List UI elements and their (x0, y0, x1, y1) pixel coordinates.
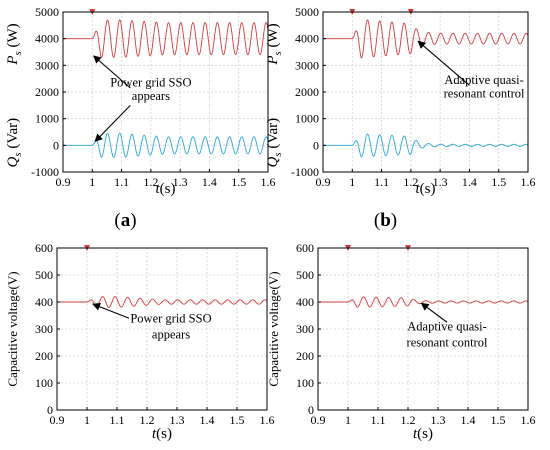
chart-panel-0: 0.9 1 1.1 1.2 1.3 1.4 1.5 1.6 -1000 0 1000 2000 3000… (31, 5, 276, 189)
x-tick-label: 1 (89, 175, 95, 189)
x-tick-label: 1.4 (461, 413, 476, 427)
annotation-text: resonant control (407, 336, 488, 350)
x-tick-label: 1.5 (491, 413, 506, 427)
x-tick-label: 1.2 (401, 413, 416, 427)
x-tick-label: 1.3 (173, 175, 188, 189)
y-tick-label: 600 (35, 241, 53, 255)
annotation-text: appears (132, 89, 170, 103)
annotation-arrow (94, 104, 131, 143)
x-tick-label: 1.6 (521, 175, 536, 189)
chart-panel-2: 0.9 1 1.1 1.2 1.3 1.4 1.5 1.6 0 100 200 300 400 500 60… (35, 241, 275, 427)
x-tick-label: 1.3 (170, 413, 185, 427)
y-tick-label: 5000 (295, 5, 319, 19)
y-axis-label-ps: Ps (W) (265, 23, 284, 65)
y-tick-label: 200 (35, 349, 53, 363)
y-tick-label: 500 (35, 268, 53, 282)
series-line-1 (63, 132, 269, 158)
annotation-arrow (92, 302, 130, 319)
x-tick-label: 1.1 (110, 413, 125, 427)
y-tick-label: 200 (296, 349, 314, 363)
x-tick-label: 1.6 (521, 413, 536, 427)
y-tick-label: 1000 (295, 112, 319, 126)
y-tick-label: 0 (308, 403, 314, 417)
y-tick-label: 1000 (35, 112, 59, 126)
x-tick-label: 1 (84, 413, 90, 427)
x-tick-label: 1.1 (374, 175, 389, 189)
y-tick-label: 0 (313, 138, 319, 152)
y-tick-label: 100 (35, 376, 53, 390)
series-line-0 (318, 296, 529, 308)
annotation-text: Power grid SSO (130, 311, 211, 325)
series-line-0 (57, 296, 268, 308)
y-tick-label: 2000 (295, 85, 319, 99)
annotation-arrow (420, 302, 448, 323)
annotation-text: Adaptive quasi- (444, 73, 524, 87)
x-tick-label: 0.9 (311, 413, 326, 427)
annotation-arrow (92, 55, 131, 89)
x-tick-label: 0.9 (50, 413, 65, 427)
y-tick-label: 4000 (295, 32, 319, 46)
y-tick-label: -1000 (31, 165, 59, 179)
x-tick-label: 1.5 (230, 413, 245, 427)
series-line-1 (323, 133, 529, 158)
x-tick-label: 1.2 (140, 413, 155, 427)
y-tick-label: 500 (296, 268, 314, 282)
y-tick-label: -1000 (291, 165, 319, 179)
y-tick-label: 300 (296, 322, 314, 336)
x-tick-label: 1.2 (403, 175, 418, 189)
x-tick-label: 1.4 (462, 175, 477, 189)
y-tick-label: 2000 (35, 85, 59, 99)
y-axis-label: Capacitive voltage(V) (266, 271, 281, 386)
x-tick-label: 1.5 (231, 175, 246, 189)
y-axis-label-qs: Qs (Var) (5, 118, 24, 168)
x-axis-label: t(s) (156, 181, 176, 197)
y-tick-label: 3000 (295, 58, 319, 72)
panel-label: (b) (374, 210, 397, 231)
panel-label: (a) (114, 210, 136, 231)
annotation-text: resonant control (444, 86, 525, 100)
series-line-0 (63, 19, 269, 58)
chart-panel-1: 0.9 1 1.1 1.2 1.3 1.4 1.5 1.6 -1000 0 1000 2000 3000… (291, 5, 536, 189)
series-line-0 (323, 19, 529, 59)
x-tick-label: 1.4 (202, 175, 217, 189)
annotation-text: appears (152, 327, 190, 341)
y-tick-label: 4000 (35, 32, 59, 46)
x-tick-label: 1.5 (491, 175, 506, 189)
x-tick-label: 1.4 (200, 413, 215, 427)
annotation-text: Power grid SSO (110, 76, 191, 90)
chart-panel-3: 0.9 1 1.1 1.2 1.3 1.4 1.5 1.6 0 100 200 300 400 500 60… (296, 241, 536, 427)
y-axis-label-qs: Qs (Var) (265, 118, 284, 168)
annotation-text: Adaptive quasi- (407, 319, 487, 333)
x-axis-label: t(s) (416, 181, 436, 197)
y-tick-label: 3000 (35, 58, 59, 72)
x-axis-label: t(s) (413, 426, 433, 442)
y-tick-label: 0 (47, 403, 53, 417)
y-tick-label: 600 (296, 241, 314, 255)
x-axis-label: t(s) (152, 426, 172, 442)
x-tick-label: 1.2 (143, 175, 158, 189)
x-tick-label: 1.6 (260, 413, 275, 427)
x-tick-label: 1.6 (261, 175, 276, 189)
x-tick-label: 0.9 (56, 175, 71, 189)
y-tick-label: 100 (296, 376, 314, 390)
x-tick-label: 1.1 (371, 413, 386, 427)
x-tick-label: 1 (349, 175, 355, 189)
annotation-arrow (417, 40, 470, 86)
y-tick-label: 400 (35, 295, 53, 309)
x-tick-label: 1.3 (431, 413, 446, 427)
y-axis-label-ps: Ps (W) (5, 23, 24, 65)
x-tick-label: 1.3 (433, 175, 448, 189)
y-tick-label: 5000 (35, 5, 59, 19)
y-tick-label: 400 (296, 295, 314, 309)
x-tick-label: 1 (345, 413, 351, 427)
y-tick-label: 0 (53, 138, 59, 152)
x-tick-label: 1.1 (114, 175, 129, 189)
y-tick-label: 300 (35, 322, 53, 336)
x-tick-label: 0.9 (316, 175, 331, 189)
y-axis-label: Capacitive voltage(V) (5, 271, 20, 386)
